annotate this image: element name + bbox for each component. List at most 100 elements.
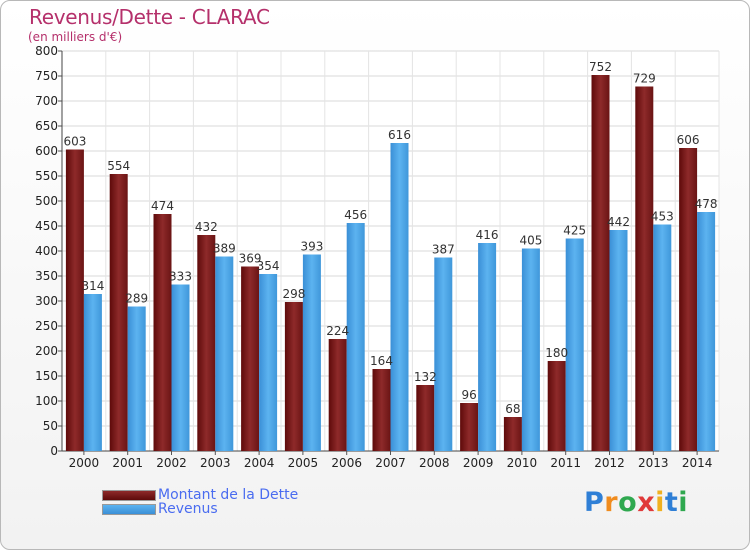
legend-item-revenue: Revenus [102,501,218,517]
bar-revenue [521,248,540,451]
x-tick-label: 2000 [69,456,100,470]
x-tick-label: 2006 [331,456,362,470]
data-label-revenue: 354 [257,259,280,273]
bar-debt [372,369,391,451]
data-label-debt: 474 [151,199,174,213]
bar-debt [197,235,216,451]
bar-debt [503,417,522,451]
data-label-revenue: 393 [300,240,323,254]
bar-debt [591,75,610,451]
data-label-revenue: 453 [651,210,674,224]
proxiti-logo: Proxiti [584,487,689,518]
x-tick-label: 2001 [112,456,143,470]
bar-revenue [434,257,453,451]
data-label-debt: 729 [633,72,656,86]
data-label-revenue: 456 [344,208,367,222]
data-label-debt: 180 [545,346,568,360]
bar-debt [241,266,260,451]
legend-label-revenue: Revenus [158,501,218,517]
bar-revenue [215,256,234,451]
bar-revenue [127,306,146,451]
bar-debt [328,339,347,451]
y-tick-label: 600 [35,144,58,158]
data-label-revenue: 478 [695,197,718,211]
data-label-debt: 606 [677,133,700,147]
bar-revenue [653,224,672,451]
data-label-revenue: 389 [213,242,236,256]
data-label-debt: 224 [326,324,349,338]
bar-debt [284,302,303,451]
data-label-revenue: 442 [607,215,630,229]
y-tick-label: 300 [35,294,58,308]
y-tick-label: 550 [35,169,58,183]
y-tick-label: 250 [35,319,58,333]
bar-debt [416,385,435,451]
data-label-debt: 298 [282,287,305,301]
bar-debt [547,361,566,451]
y-tick-label: 650 [35,119,58,133]
bars [65,75,716,451]
data-label-debt: 68 [505,402,520,416]
y-tick-label: 700 [35,94,58,108]
x-tick-label: 2009 [463,456,494,470]
x-tick-label: 2012 [594,456,625,470]
x-tick-label: 2002 [156,456,187,470]
x-tick-label: 2004 [244,456,275,470]
bar-debt [153,214,172,451]
bar-revenue [259,274,278,451]
data-label-revenue: 289 [125,292,148,306]
x-tick-label: 2005 [288,456,319,470]
data-label-debt: 132 [414,370,437,384]
legend-label-debt: Montant de la Dette [158,487,299,503]
data-label-debt: 369 [239,252,262,266]
x-tick-label: 2013 [638,456,669,470]
data-label-revenue: 416 [476,228,499,242]
y-tick-label: 200 [35,344,58,358]
bar-revenue [171,284,190,451]
y-tick-label: 100 [35,394,58,408]
data-label-debt: 603 [63,135,86,149]
data-label-revenue: 314 [81,279,104,293]
bar-revenue [346,223,365,451]
bar-revenue [302,254,321,451]
data-label-debt: 164 [370,354,393,368]
y-tick-label: 400 [35,244,58,258]
bar-debt [679,148,698,451]
data-label-revenue: 405 [519,234,542,248]
y-tick-label: 750 [35,69,58,83]
y-tick-label: 50 [43,419,58,433]
x-tick-label: 2008 [419,456,450,470]
data-label-debt: 752 [589,60,612,74]
bar-debt [460,403,479,451]
bar-revenue [565,238,584,451]
y-tick-label: 0 [50,444,58,458]
y-tick-label: 800 [35,44,58,58]
axes: 0 50 100 150 200 250 300 350 400 450 500 550 600 650 7… [35,44,719,470]
y-tick-label: 500 [35,194,58,208]
bar-revenue [478,243,497,451]
legend-item-debt: Montant de la Dette [102,487,298,503]
bar-debt [65,149,84,451]
x-tick-label: 2010 [507,456,538,470]
bar-debt [635,86,654,451]
chart-subtitle: (en milliers d'€) [28,30,123,44]
x-tick-label: 2011 [550,456,581,470]
bar-debt [109,174,128,451]
data-label-debt: 554 [107,159,130,173]
bar-revenue [697,212,716,451]
data-label-debt: 432 [195,220,218,234]
bar-revenue [609,230,628,451]
data-label-revenue: 425 [563,224,586,238]
data-label-debt: 96 [461,388,476,402]
y-tick-label: 150 [35,369,58,383]
bar-revenue [83,294,102,451]
data-label-revenue: 387 [432,243,455,257]
legend-swatch-debt [102,489,156,501]
x-tick-label: 2014 [682,456,713,470]
bar-revenue [390,143,409,451]
x-tick-label: 2007 [375,456,406,470]
y-tick-label: 350 [35,269,58,283]
